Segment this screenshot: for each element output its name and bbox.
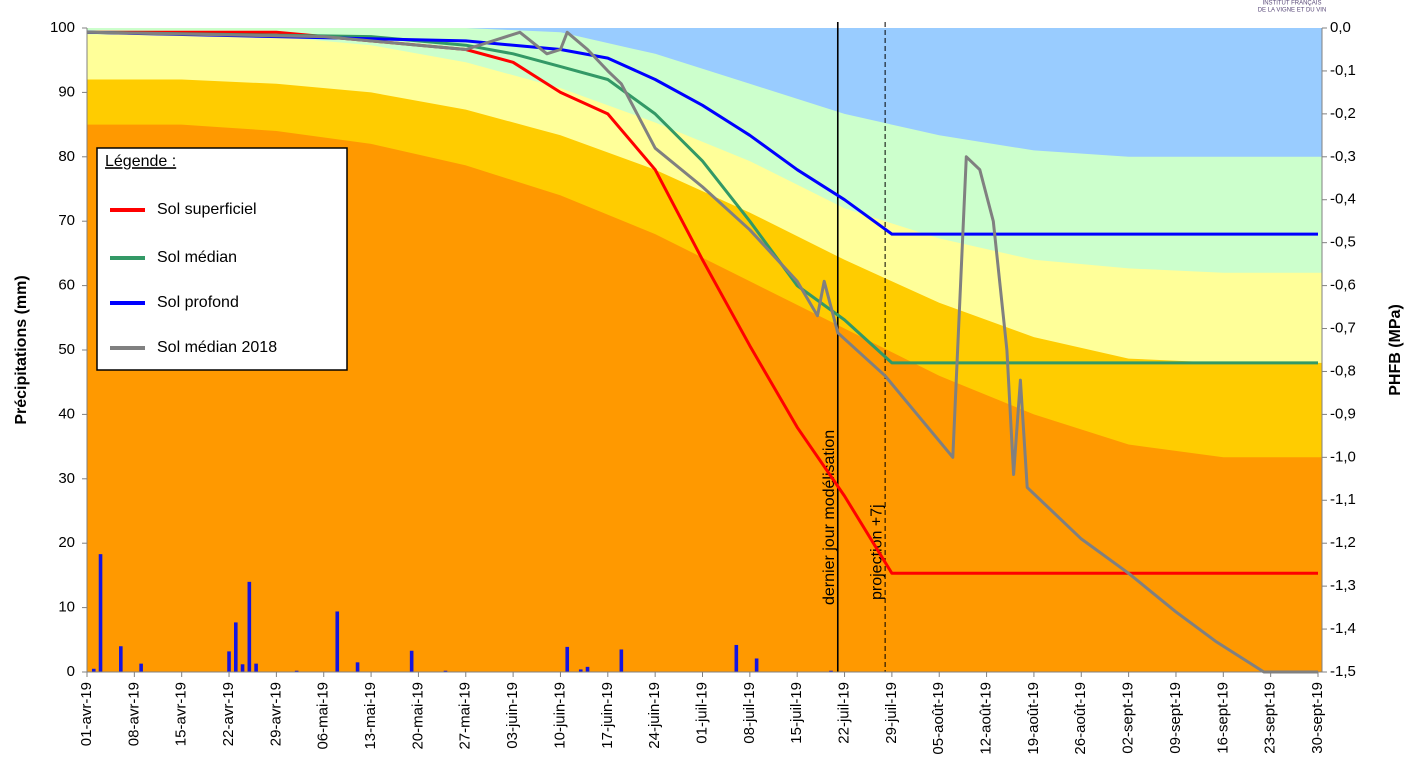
x-tick-label: 26-août-19 — [1072, 682, 1089, 755]
series-line — [86, 30, 1318, 674]
y2-tick-label: -1,3 — [1330, 577, 1356, 594]
precipitation-bar — [234, 622, 238, 672]
y-axis-label: Précipitations (mm) — [13, 275, 30, 424]
y-tick-label: 70 — [58, 212, 75, 229]
y2-tick-label: -1,2 — [1330, 534, 1356, 551]
x-tick-label: 23-sept-19 — [1262, 682, 1279, 754]
precipitation-bar — [227, 651, 231, 672]
precipitation-bar — [247, 581, 252, 672]
x-tick-label: 16-sept-19 — [1214, 682, 1231, 754]
legend-title: Légende : — [105, 153, 176, 170]
precipitation-bar — [335, 611, 340, 672]
series-line — [86, 30, 1318, 365]
precipitation-bar — [139, 663, 143, 672]
y-tick-label: 30 — [58, 470, 75, 487]
marks: dernier jour modélisation projection +7j — [86, 22, 1318, 674]
y2-tick-label: -1,1 — [1330, 491, 1356, 508]
y2-tick-label: -0,8 — [1330, 362, 1356, 379]
precipitation-bar — [754, 658, 759, 672]
precipitation-bar — [240, 664, 245, 672]
x-tick-label: 08-avr-19 — [125, 682, 142, 746]
x-tick-label: 09-sept-19 — [1167, 682, 1184, 754]
x-tick-label: 01-avr-19 — [78, 682, 95, 746]
x-tick-label: 20-mai-19 — [409, 682, 426, 750]
zone-area — [87, 28, 1322, 157]
x-tick-label: 12-août-19 — [978, 682, 995, 755]
y-tick-label: 90 — [58, 83, 75, 100]
y2-tick-label: -0,1 — [1330, 62, 1356, 79]
x-tick-label: 13-mai-19 — [362, 682, 379, 750]
x-tick-label: 03-juin-19 — [504, 682, 521, 749]
x-tick-label: 17-juin-19 — [599, 682, 616, 749]
y-tick-label: 100 — [50, 19, 75, 36]
x-tick-label: 05-août-19 — [930, 682, 947, 755]
y2-tick-label: -1,0 — [1330, 448, 1356, 465]
axes: 0 10 20 30 40 50 60 70 80 90 100 0,0 -0,1 -0,2 -0,3 -0,… — [50, 19, 1356, 755]
annotation-text: projection +7j — [868, 504, 885, 600]
legend: Légende : Sol superficiel Sol médian Sol p… — [96, 147, 348, 371]
y2-tick-label: -0,3 — [1330, 148, 1356, 165]
logo-text: INSTITUT FRANÇAIS — [1263, 1, 1322, 7]
y2-tick-label: -1,4 — [1330, 620, 1356, 637]
x-tick-label: 29-juil-19 — [883, 682, 900, 744]
y2-tick-label: -0,6 — [1330, 277, 1356, 294]
y2-tick-label: -0,9 — [1330, 405, 1356, 422]
precipitation-bar — [585, 666, 590, 672]
y2-tick-label: -0,4 — [1330, 191, 1356, 208]
x-tick-label: 27-mai-19 — [457, 682, 474, 750]
precipitation-bar — [734, 644, 739, 672]
x-tick-label: 01-juil-19 — [693, 682, 710, 744]
y-tick-label: 10 — [58, 599, 75, 616]
precipitation-bar — [829, 670, 833, 672]
precipitation-bar — [254, 663, 258, 672]
precipitation-bar — [294, 670, 299, 672]
y-tick-label: 50 — [58, 341, 75, 358]
precipitation-bar — [578, 669, 583, 672]
x-tick-label: 15-avr-19 — [173, 682, 190, 746]
y2-tick-label: -0,7 — [1330, 320, 1356, 337]
y-tick-label: 80 — [58, 148, 75, 165]
zones — [87, 28, 1322, 672]
precipitation-bar — [355, 662, 360, 672]
annotation-text: dernier jour modélisation — [821, 430, 838, 605]
legend-label: Sol médian — [157, 249, 237, 266]
logo-text: DE LA VIGNE ET DU VIN — [1258, 8, 1327, 14]
precipitation-bar — [443, 670, 448, 672]
precipitation-bar — [119, 646, 123, 672]
y-tick-label: 0 — [67, 663, 75, 680]
x-tick-label: 30-sept-19 — [1309, 682, 1326, 754]
precipitation-bar — [98, 554, 103, 672]
y2-tick-label: 0,0 — [1330, 19, 1351, 36]
legend-label: Sol superficiel — [157, 201, 257, 218]
x-tick-label: 22-avr-19 — [220, 682, 237, 746]
x-tick-label: 15-juil-19 — [788, 682, 805, 744]
x-tick-label: 06-mai-19 — [315, 682, 332, 750]
precipitation-bar — [409, 650, 414, 672]
precipitation-bar — [91, 668, 96, 672]
y2-tick-label: -1,5 — [1330, 663, 1356, 680]
y2-tick-label: -0,5 — [1330, 234, 1356, 251]
y-tick-label: 20 — [58, 534, 75, 551]
series-line — [86, 30, 1318, 236]
x-tick-label: 19-août-19 — [1025, 682, 1042, 755]
x-tick-label: 22-juil-19 — [836, 682, 853, 744]
x-tick-label: 10-juin-19 — [551, 682, 568, 749]
y2-axis-label: PHFB (MPa) — [1387, 304, 1404, 396]
x-tick-label: 08-juil-19 — [741, 682, 758, 744]
x-tick-label: 24-juin-19 — [646, 682, 663, 749]
y-tick-label: 60 — [58, 277, 75, 294]
x-tick-label: 29-avr-19 — [267, 682, 284, 746]
legend-label: Sol profond — [157, 294, 239, 311]
y2-tick-label: -0,2 — [1330, 105, 1356, 122]
precipitation-bar — [619, 649, 624, 672]
precipitation-bar — [565, 646, 570, 672]
y-tick-label: 40 — [58, 405, 75, 422]
legend-label: Sol médian 2018 — [157, 339, 277, 356]
x-tick-label: 02-sept-19 — [1120, 682, 1137, 754]
